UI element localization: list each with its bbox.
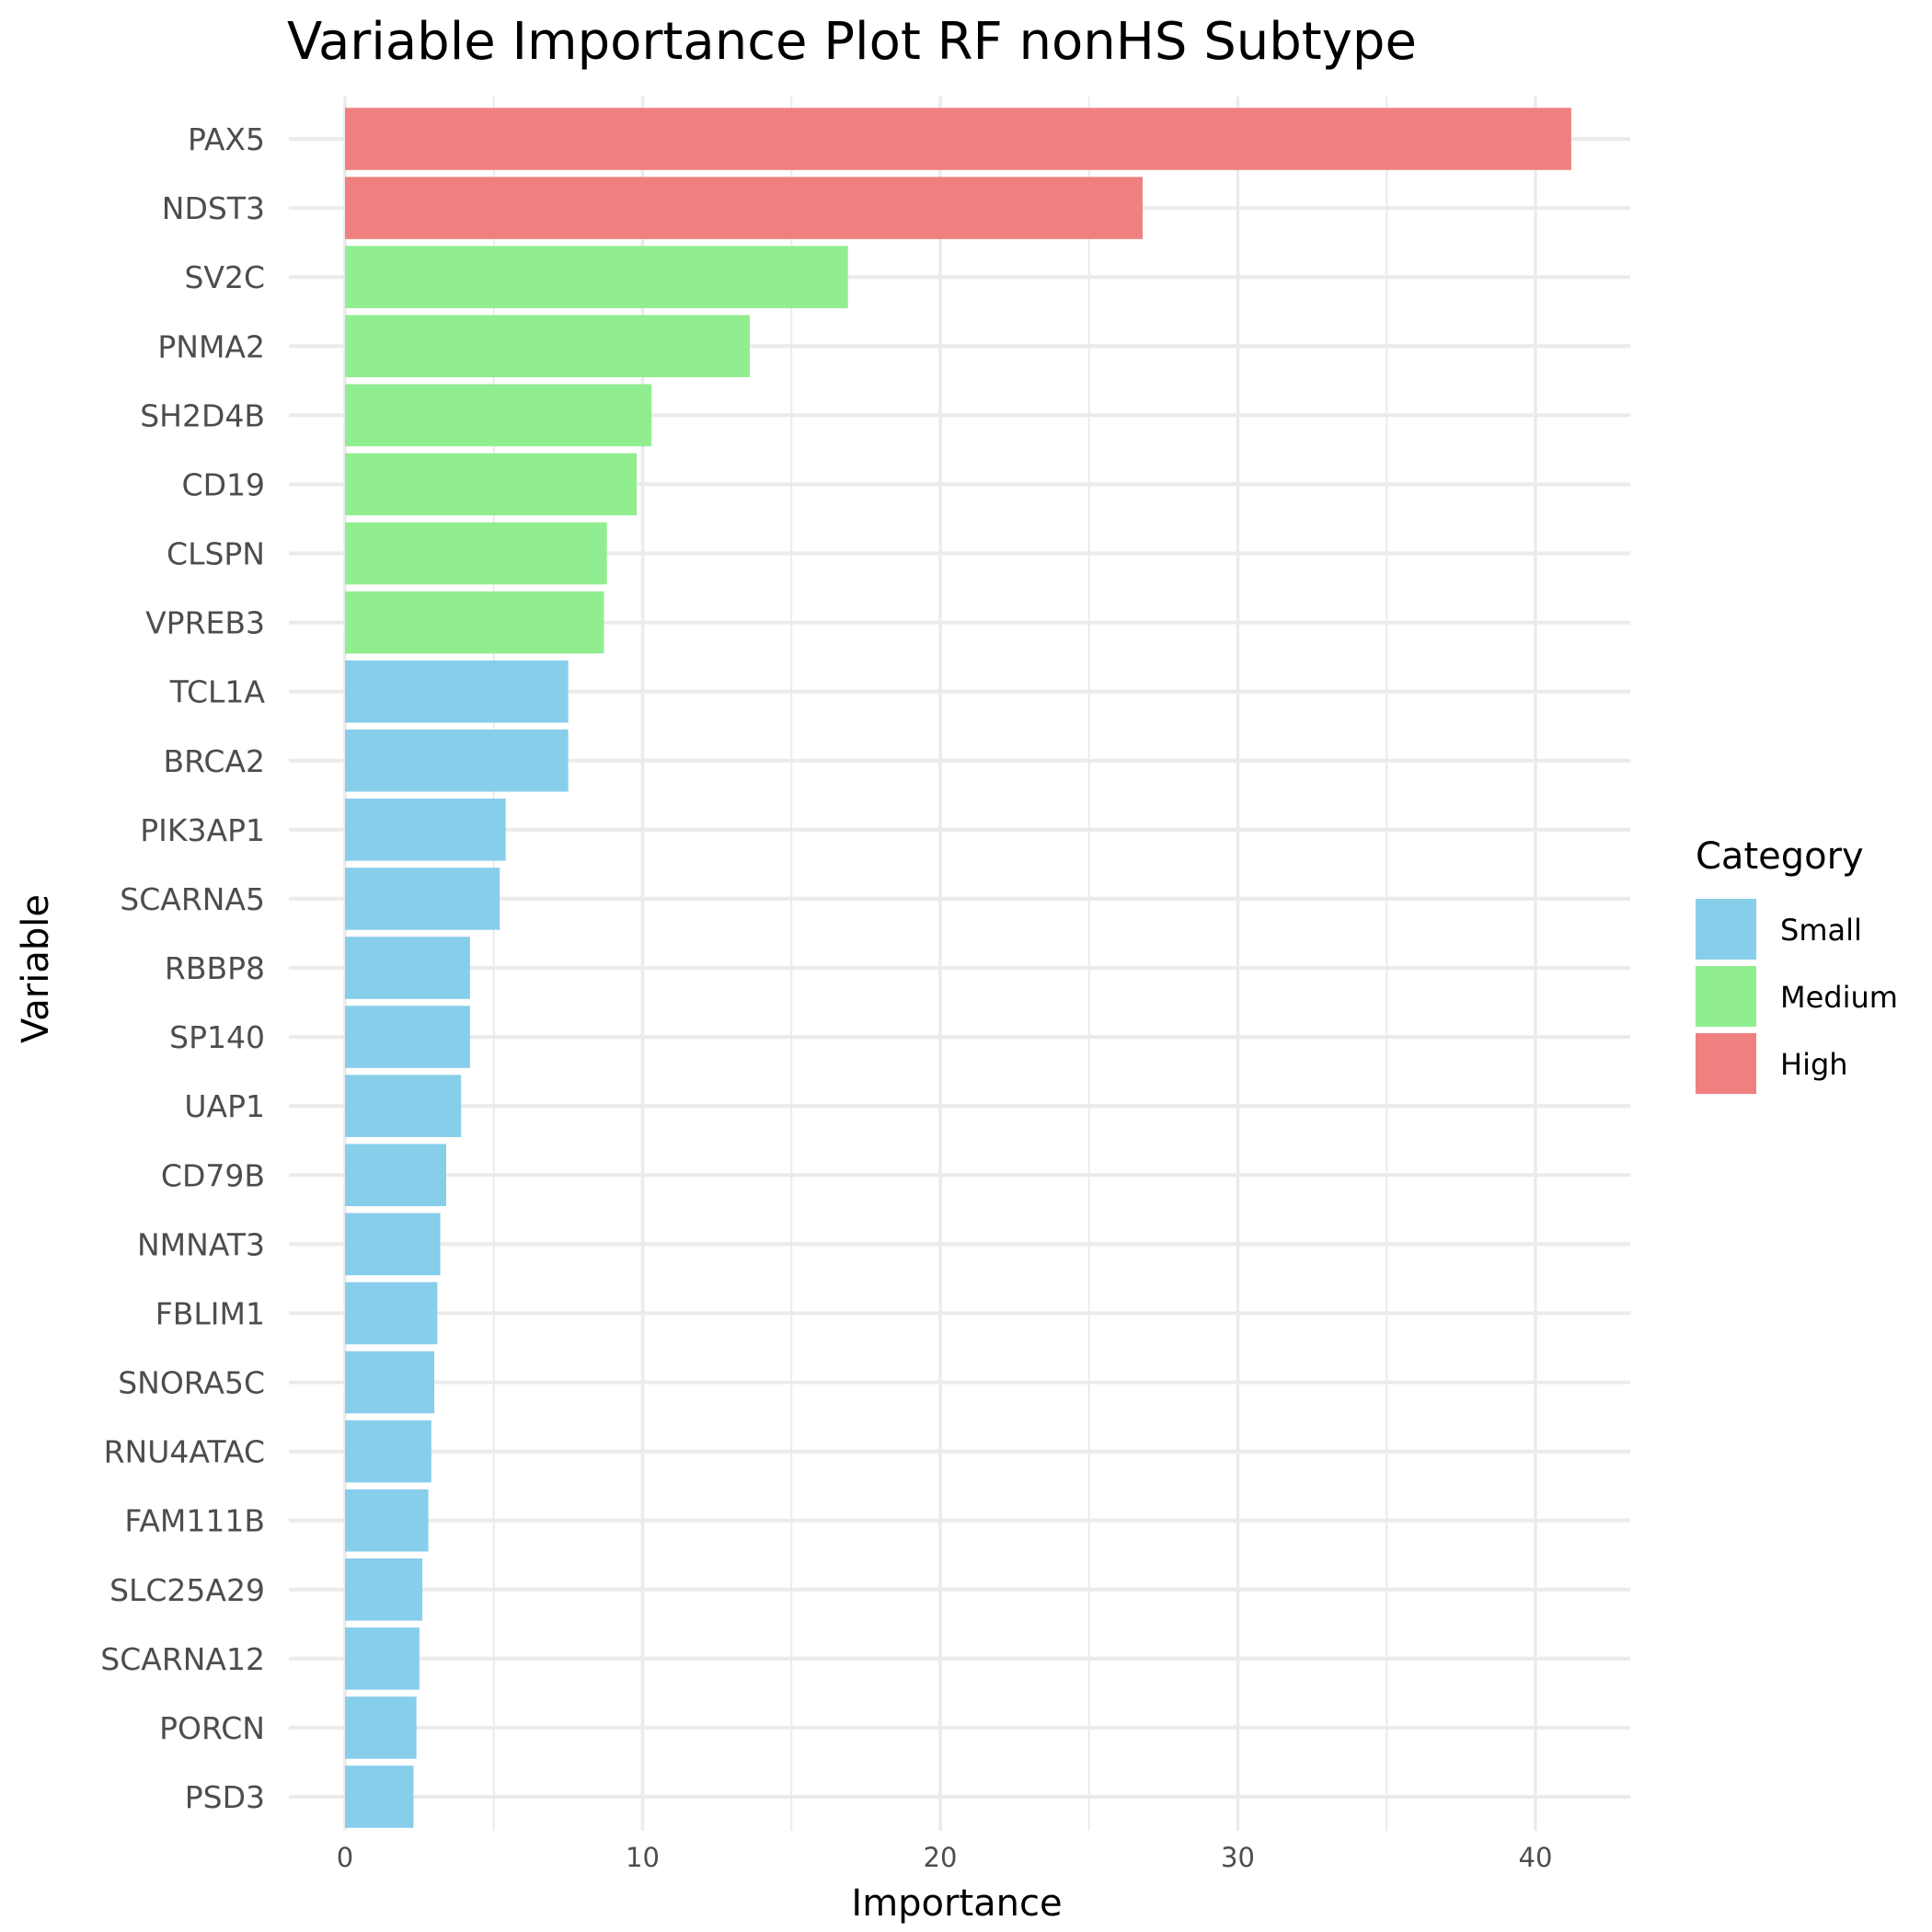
bars	[345, 108, 1571, 1828]
bar-rnu4atac	[345, 1420, 431, 1483]
y-tick-label: SCARNA12	[100, 1641, 265, 1677]
legend-swatch-high	[1696, 1033, 1756, 1094]
legend-swatch-medium	[1696, 966, 1756, 1027]
y-tick-label: VPREB3	[145, 605, 265, 641]
y-tick-label: RBBP8	[165, 950, 265, 986]
x-tick-label: 0	[337, 1842, 353, 1873]
y-tick-label: SLC25A29	[109, 1572, 265, 1608]
y-tick-label: NDST3	[162, 190, 265, 226]
bar-pik3ap1	[345, 799, 506, 861]
y-tick-label: PIK3AP1	[140, 812, 265, 848]
bar-pax5	[345, 108, 1571, 170]
y-tick-label: CD19	[182, 466, 265, 502]
bar-scarna5	[345, 868, 500, 930]
y-tick-label: PSD3	[185, 1779, 265, 1815]
bar-fam111b	[345, 1489, 429, 1552]
bar-sp140	[345, 1006, 470, 1068]
x-tick-label: 30	[1221, 1842, 1255, 1873]
legend: Small Medium High	[1696, 899, 1898, 1094]
chart-title: Variable Importance Plot RF nonHS Subtyp…	[287, 12, 1417, 72]
y-tick-label: SV2C	[184, 259, 265, 295]
y-tick-label: PNMA2	[157, 328, 265, 364]
y-tick-label: PORCN	[159, 1710, 265, 1746]
x-axis-tick-labels: 0 10 20 30 40	[337, 1842, 1553, 1873]
bar-ndst3	[345, 177, 1143, 239]
y-tick-label: SCARNA5	[120, 881, 265, 917]
y-tick-label: SNORA5C	[118, 1365, 265, 1401]
x-tick-label: 20	[924, 1842, 958, 1873]
y-tick-label: FBLIM1	[155, 1295, 265, 1331]
legend-swatch-small	[1696, 899, 1756, 960]
bar-snora5c	[345, 1351, 435, 1414]
bar-scarna12	[345, 1627, 420, 1690]
y-tick-label: UAP1	[184, 1088, 265, 1124]
legend-title: Category	[1696, 835, 1864, 878]
y-tick-label: BRCA2	[163, 743, 265, 779]
y-tick-label: NMNAT3	[137, 1226, 265, 1262]
y-tick-label: SH2D4B	[140, 397, 265, 433]
y-tick-label: CLSPN	[167, 536, 265, 572]
bar-rbbp8	[345, 937, 470, 999]
bar-brca2	[345, 729, 569, 792]
bar-vpreb3	[345, 591, 604, 654]
legend-label-medium: Medium	[1780, 980, 1898, 1015]
y-tick-label: CD79B	[161, 1157, 265, 1193]
x-tick-label: 10	[626, 1842, 660, 1873]
bar-nmnat3	[345, 1213, 441, 1276]
bar-clspn	[345, 522, 607, 585]
bar-psd3	[345, 1765, 414, 1828]
bar-fblim1	[345, 1282, 438, 1345]
bar-porcn	[345, 1696, 417, 1759]
y-axis-tick-labels: PAX5 NDST3 SV2C PNMA2 SH2D4B CD19 CLSPN VPREB3 T…	[100, 121, 266, 1815]
y-tick-label: SP140	[169, 1019, 265, 1055]
bar-cd19	[345, 453, 638, 516]
y-tick-label: FAM111B	[124, 1503, 265, 1539]
x-tick-label: 40	[1519, 1842, 1553, 1873]
bar-uap1	[345, 1075, 462, 1137]
bar-tcl1a	[345, 660, 569, 723]
bar-pnma2	[345, 315, 750, 378]
bar-sh2d4b	[345, 384, 652, 447]
legend-label-small: Small	[1780, 913, 1862, 948]
y-axis-title: Variable	[15, 894, 57, 1043]
x-axis-title: Importance	[851, 1882, 1062, 1925]
y-tick-label: TCL1A	[169, 674, 266, 710]
bar-slc25a29	[345, 1558, 423, 1621]
y-tick-label: PAX5	[188, 121, 265, 157]
legend-label-high: High	[1780, 1047, 1848, 1082]
bar-cd79b	[345, 1144, 446, 1207]
bar-sv2c	[345, 246, 848, 308]
y-tick-label: RNU4ATAC	[104, 1434, 265, 1470]
